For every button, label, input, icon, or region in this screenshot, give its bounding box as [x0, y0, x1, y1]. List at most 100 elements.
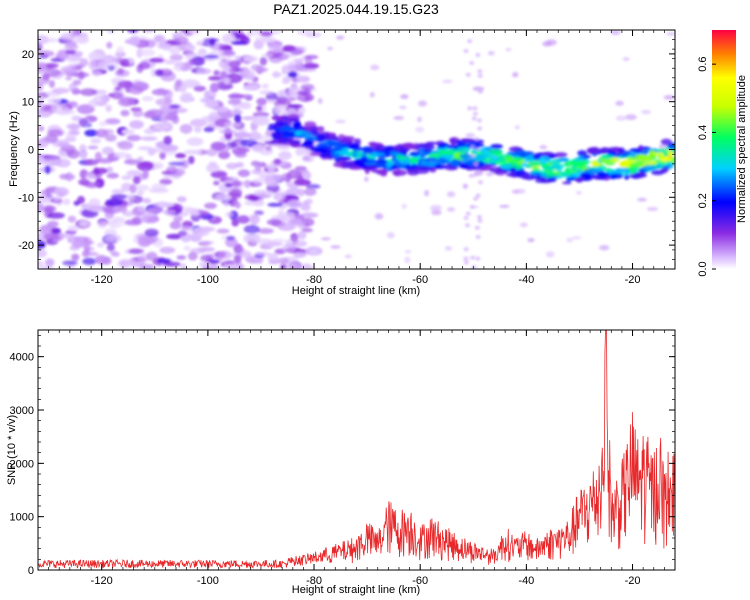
heatmap-noise-cell	[147, 148, 155, 156]
heatmap-faint-cell	[472, 86, 485, 92]
heatmap-streak-cell	[475, 52, 481, 57]
heatmap-noise-cell	[305, 198, 313, 205]
heatmap-noise-cell	[76, 104, 95, 115]
heatmap-faint-cell	[622, 57, 630, 61]
heatmap-streak-cell	[462, 185, 468, 189]
heatmap-noise-cell	[42, 73, 50, 81]
heatmap-noise-cell	[226, 162, 239, 170]
heatmap-noise-cell	[38, 100, 43, 107]
heatmap-noise-cell	[185, 44, 196, 52]
heatmap-noise-cell	[206, 163, 220, 173]
heatmap-streak-cell	[467, 39, 473, 44]
heatmap-faint-cell	[330, 245, 341, 249]
heatmap-noise-cell	[169, 221, 182, 230]
heatmap-faint-cell	[400, 94, 409, 100]
heatmap-faint-cell	[599, 244, 610, 251]
heatmap-streak-cell	[477, 69, 483, 74]
heatmap-faint-cell	[615, 100, 624, 106]
heatmap-faint-cell	[571, 236, 582, 240]
heatmap-noise-cell	[79, 149, 88, 159]
heatmap-noise-cell	[111, 188, 125, 195]
heatmap-faint-cell	[514, 125, 521, 130]
heatmap-noise-cell	[286, 187, 302, 195]
heatmap-faint-cell	[446, 207, 456, 212]
heatmap-noise-cell	[144, 228, 159, 237]
heatmap-noise-cell	[260, 31, 273, 37]
heatmap-noise-cell	[138, 49, 156, 57]
heatmap-ridge-cell	[423, 151, 432, 155]
x-tick-label: -80	[306, 274, 322, 286]
heatmap-noise-cell	[164, 114, 178, 121]
heatmap-noise-cell	[41, 37, 59, 43]
heatmap-noise-cell	[246, 232, 261, 243]
heatmap-noise-cell	[250, 214, 260, 225]
heatmap-noise-cell	[186, 137, 204, 147]
heatmap-noise-cell	[162, 209, 177, 215]
heatmap-noise-cell	[65, 76, 72, 81]
heatmap-noise-cell	[183, 245, 191, 251]
heatmap-streak-cell	[471, 265, 477, 269]
heatmap-ridge-cell	[313, 148, 328, 153]
heatmap-ridge-cell	[671, 158, 675, 163]
heatmap-streak-cell	[471, 116, 477, 121]
heatmap-noise-cell	[293, 251, 307, 258]
heatmap-noise-cell	[183, 149, 202, 155]
heatmap-noise-cell	[111, 251, 120, 257]
heatmap-faint-cell	[399, 105, 407, 110]
heatmap-ridge-cell	[566, 177, 572, 183]
heatmap-noise-cell	[90, 138, 102, 144]
heatmap-noise-cell	[155, 162, 164, 169]
heatmap-noise-cell	[138, 61, 151, 70]
heatmap-noise-cell	[234, 55, 241, 61]
heatmap-noise-cell	[282, 212, 296, 221]
heatmap-noise-cell	[288, 218, 306, 227]
heatmap-noise-cell	[66, 131, 73, 140]
heatmap-faint-cell	[566, 237, 574, 243]
heatmap-noise-cell	[106, 41, 113, 49]
heatmap-noise-cell	[156, 88, 166, 93]
heatmap-noise-cell	[38, 139, 49, 149]
heatmap-noise-cell	[44, 63, 59, 69]
heatmap-noise-cell	[217, 250, 232, 260]
heatmap-noise-cell	[179, 93, 193, 103]
heatmap-noise-cell	[163, 174, 172, 179]
heatmap-faint-cell	[430, 205, 442, 212]
heatmap-ridge-cell	[463, 139, 472, 143]
heatmap-noise-cell	[146, 251, 158, 261]
heatmap-noise-cell	[132, 216, 142, 225]
heatmap-faint-cell	[527, 238, 535, 243]
heatmap-ridge-cell	[549, 164, 565, 169]
heatmap-noise-cell	[138, 235, 155, 246]
heatmap-noise-cell	[249, 130, 260, 140]
heatmap-noise-cell	[295, 78, 306, 83]
heatmap-faint-cell	[404, 256, 411, 264]
heatmap-faint-cell	[370, 64, 380, 71]
heatmap-faint-cell	[446, 191, 456, 198]
heatmap-noise-cell	[252, 199, 265, 207]
heatmap-noise-cell	[261, 83, 269, 89]
heatmap-streak-cell	[469, 205, 475, 209]
heatmap-noise-cell	[297, 231, 307, 240]
heatmap-ridge-cell	[450, 138, 457, 146]
heatmap-ridge-cell	[309, 151, 322, 157]
heatmap-ridge-cell	[400, 165, 407, 170]
heatmap-ridge-cell	[289, 117, 300, 123]
heatmap-streak-cell	[477, 73, 483, 78]
heatmap-noise-cell	[94, 151, 102, 162]
heatmap-noise-cell	[268, 44, 283, 54]
heatmap-noise-cell	[233, 254, 242, 264]
heatmap-ridge-cell	[476, 160, 485, 168]
heatmap-faint-cell	[418, 100, 427, 107]
heatmap-noise-cell	[117, 68, 125, 75]
heatmap-noise-cell	[188, 58, 195, 65]
heatmap-noise-cell	[294, 166, 307, 171]
heatmap-ridge-cell	[647, 161, 657, 166]
y-tick-label: 4000	[10, 352, 34, 364]
heatmap-streak-cell	[470, 144, 475, 149]
heatmap-faint-cell	[546, 39, 557, 46]
heatmap-streak-cell	[463, 216, 469, 220]
heatmap-noise-cell	[228, 188, 243, 197]
y-tick-label: 1000	[10, 512, 34, 524]
heatmap-ridge-cell	[353, 138, 362, 145]
x-tick-label: -100	[197, 575, 219, 587]
